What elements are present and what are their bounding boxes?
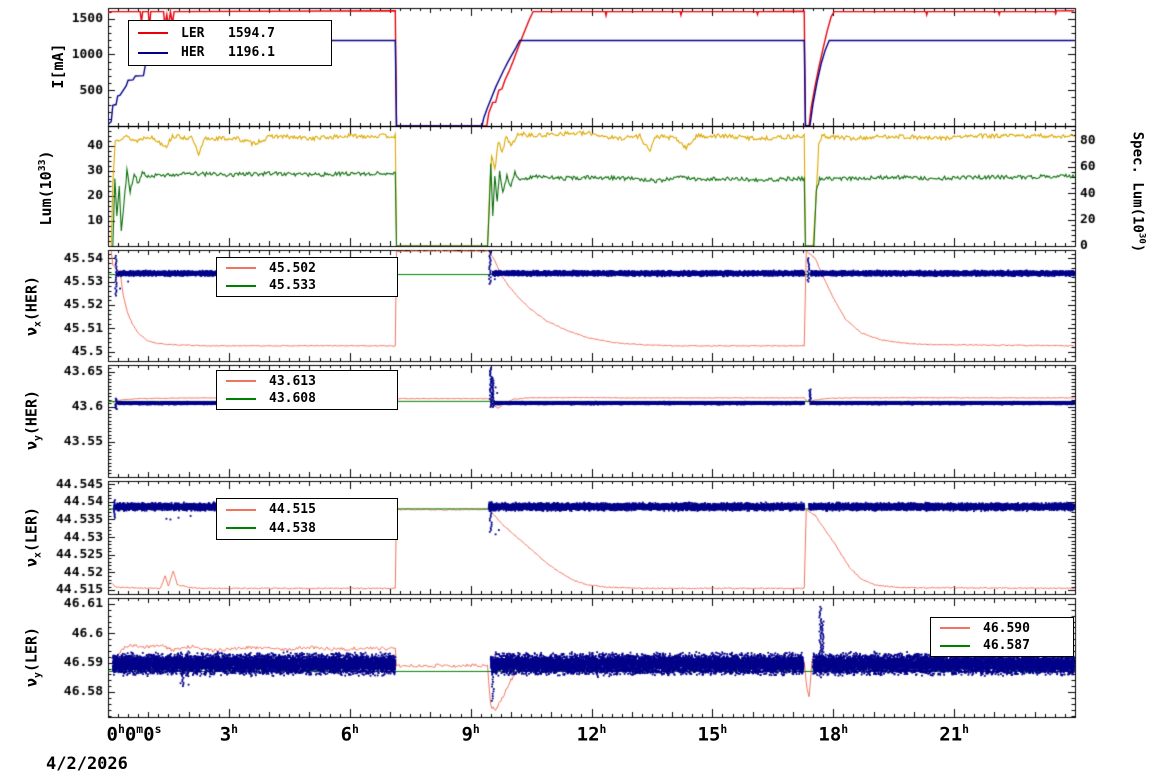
legend-value: 44.515 bbox=[269, 502, 316, 518]
knob-line-swatch bbox=[226, 267, 256, 270]
legend-label: LER bbox=[181, 25, 205, 41]
legend-value: 46.590 bbox=[983, 620, 1030, 636]
legend-entry: LER 1594.7 bbox=[129, 26, 331, 41]
legend-entry: 45.533 bbox=[217, 278, 397, 293]
legend-entry: 43.608 bbox=[217, 391, 397, 406]
legend-value: 43.613 bbox=[269, 373, 316, 389]
reference-line-swatch bbox=[226, 527, 256, 530]
spec-lum-axis-label: Spec. Lum(1030) bbox=[1129, 131, 1147, 253]
nuy-ler-legend: 46.590 46.587 bbox=[930, 617, 1074, 657]
nux-ler-legend: 44.515 44.538 bbox=[216, 498, 398, 540]
legend-value: 44.538 bbox=[269, 520, 316, 536]
current-axis-label: I[mA] bbox=[49, 43, 67, 89]
nux-ler-axis-label: νx(LER) bbox=[22, 506, 44, 568]
legend-value: 43.608 bbox=[269, 391, 316, 407]
current-legend: LER 1594.7 HER 1196.1 bbox=[128, 20, 332, 66]
legend-label: HER bbox=[181, 45, 205, 61]
reference-line-swatch bbox=[226, 397, 256, 400]
luminosity-axis-label: Lum(1033) bbox=[37, 150, 55, 226]
legend-entry: 44.515 bbox=[217, 502, 397, 517]
legend-value: 1196.1 bbox=[228, 45, 275, 61]
knob-line-swatch bbox=[226, 508, 256, 511]
legend-value: 1594.7 bbox=[228, 25, 275, 41]
legend-entry: 45.502 bbox=[217, 261, 397, 276]
legend-entry: 43.613 bbox=[217, 374, 397, 389]
nux-her-axis-label: νx(HER) bbox=[22, 275, 44, 337]
nuy-her-legend: 43.613 43.608 bbox=[216, 370, 398, 410]
luminosity-panel bbox=[0, 113, 1154, 261]
nuy-ler-axis-label: νy(LER) bbox=[22, 626, 44, 688]
reference-line-swatch bbox=[226, 284, 256, 287]
knob-line-swatch bbox=[940, 627, 970, 630]
ler-line-swatch bbox=[138, 32, 168, 35]
legend-value: 46.587 bbox=[983, 638, 1030, 654]
her-line-swatch bbox=[138, 51, 168, 54]
legend-entry: 44.538 bbox=[217, 521, 397, 536]
knob-line-swatch bbox=[226, 380, 256, 383]
nuy-her-axis-label: νy(HER) bbox=[22, 389, 44, 451]
legend-entry: HER 1196.1 bbox=[129, 45, 331, 60]
legend-value: 45.533 bbox=[269, 278, 316, 294]
reference-line-swatch bbox=[940, 644, 970, 647]
nuy-ler-panel bbox=[0, 585, 1154, 732]
legend-entry: 46.590 bbox=[931, 621, 1073, 636]
legend-entry: 46.587 bbox=[931, 638, 1073, 653]
nux-her-legend: 45.502 45.533 bbox=[216, 257, 398, 297]
legend-value: 45.502 bbox=[269, 260, 316, 276]
date-label: 4/2/2026 bbox=[46, 754, 128, 774]
